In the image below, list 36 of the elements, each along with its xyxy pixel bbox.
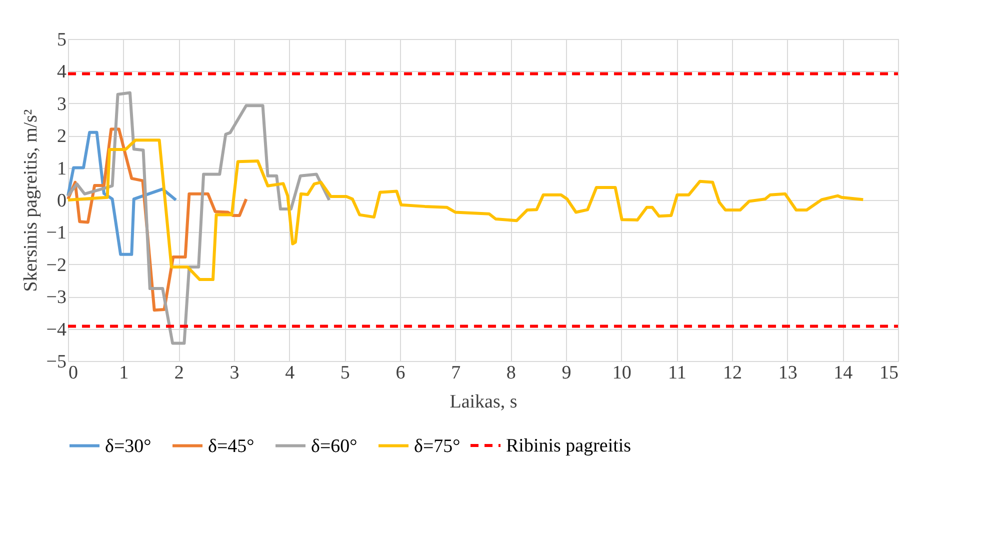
y-tick-label: −5 — [46, 352, 66, 372]
y-tick-label: −2 — [46, 254, 66, 276]
y-tick-label: 3 — [57, 94, 66, 115]
x-tick-label: 14 — [834, 362, 854, 384]
legend-label: δ=75° — [414, 436, 460, 457]
x-tick-label: 12 — [723, 362, 742, 384]
x-tick-label: 15 — [880, 362, 898, 384]
x-tick-label: 11 — [668, 362, 686, 384]
y-tick-label: 5 — [57, 30, 66, 50]
legend-label: δ=60° — [311, 436, 358, 457]
legend-label: δ=45° — [208, 436, 254, 457]
y-tick-label: −1 — [46, 222, 66, 244]
y-axis-title: Skersinis pagreitis, m/s² — [20, 108, 42, 292]
x-axis-title: Laikas, s — [450, 392, 518, 412]
x-tick-label: 8 — [506, 362, 516, 384]
y-tick-label: −3 — [46, 287, 66, 308]
x-tick-label: 5 — [340, 362, 350, 384]
x-tick-label: 1 — [119, 362, 129, 384]
x-tick-label: 4 — [285, 362, 296, 384]
line-series — [66, 91, 331, 345]
x-tick-label: 9 — [562, 362, 572, 384]
y-tick-label: 0 — [57, 190, 66, 212]
y-tick-label: 1 — [57, 158, 66, 180]
x-tick-label: 6 — [396, 362, 406, 384]
y-tick-label: 4 — [57, 62, 67, 83]
legend-label: Ribinis pagreitis — [506, 436, 632, 456]
x-tick-label: 10 — [612, 362, 632, 384]
line-series — [66, 130, 178, 256]
x-tick-label: 2 — [174, 362, 184, 384]
x-tick-label: 7 — [451, 362, 461, 384]
line-series — [66, 138, 865, 282]
y-tick-label: 2 — [57, 126, 66, 148]
x-tick-label: 13 — [778, 362, 798, 384]
legend-label: δ=30° — [105, 436, 152, 457]
x-tick-label: 3 — [230, 362, 240, 384]
y-tick-label: −4 — [46, 319, 67, 340]
